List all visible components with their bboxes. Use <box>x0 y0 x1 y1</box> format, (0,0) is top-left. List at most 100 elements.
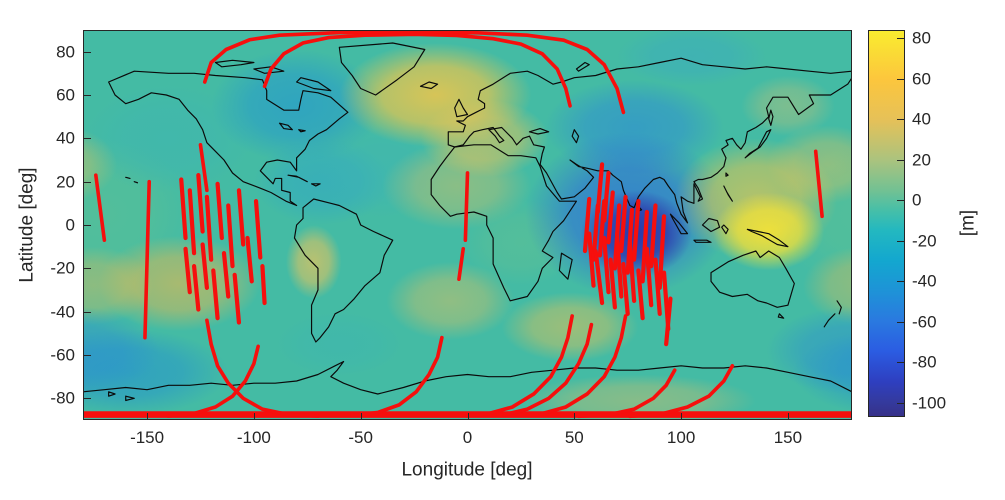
y-tick-mark <box>84 181 91 183</box>
x-tick-mark <box>787 413 789 420</box>
x-tick-label: -150 <box>130 428 165 447</box>
geoid-feature-ne-pacific-teal <box>83 84 254 193</box>
y-tick-mark <box>84 138 91 140</box>
ground-track-cluster-segment-indian-ocean <box>608 257 617 310</box>
y-tick-mark <box>84 95 91 96</box>
ground-track-cluster-segment-indian-ocean <box>587 231 596 288</box>
coastline-south-america <box>293 198 394 343</box>
x-tick-label: -50 <box>348 428 373 447</box>
y-tick-label: -60 <box>50 345 75 365</box>
coastline-iceland <box>419 81 439 90</box>
ground-track-segment <box>143 179 152 340</box>
ground-track-polar-arc <box>202 30 626 115</box>
x-tick-mark <box>360 413 362 420</box>
ground-track-turn-curve <box>502 322 594 417</box>
geoid-feature-arctic-siberia-low <box>617 30 767 87</box>
ground-track-segment <box>463 171 470 242</box>
ground-track-cluster-segment-east-pacific <box>253 199 263 260</box>
y-tick-label: -40 <box>50 302 75 322</box>
coastline-australia <box>710 250 795 319</box>
colorbar-tick-label: 0 <box>912 190 922 210</box>
coastline-eurasia <box>447 57 852 224</box>
geoid-heatmap-blobs <box>83 30 852 420</box>
coastline-new-guinea <box>746 228 789 248</box>
coastline-greenland <box>338 42 426 96</box>
colorbar-tick-mark <box>897 159 904 161</box>
colorbar-tick-mark <box>897 119 904 121</box>
coastline-caribbean <box>287 174 321 187</box>
ground-track-cluster-segment-east-pacific <box>200 242 209 290</box>
ground-track-cluster-segment-indian-ocean <box>653 257 662 316</box>
ground-track-segment <box>457 247 466 281</box>
coastline-japan <box>744 109 774 159</box>
y-tick-mark <box>84 268 91 270</box>
ground-track-cluster-segment-indian-ocean <box>644 246 654 308</box>
coastline-philippines <box>723 172 733 202</box>
ground-track-polar-arc <box>262 32 572 108</box>
ground-track-cluster-segment-indian-ocean <box>627 240 637 303</box>
ground-track-cluster-segment-east-pacific <box>245 235 254 284</box>
colorbar-tick-label: 60 <box>912 69 931 89</box>
colorbar-tick-mark <box>897 38 904 40</box>
coastline-hawaii <box>125 176 139 184</box>
y-tick-mark <box>84 225 91 226</box>
coastline-madagascar <box>558 252 573 280</box>
colorbar-tick-mark <box>897 78 904 80</box>
geoid-map-svg <box>83 30 852 420</box>
ground-tracks <box>83 30 852 419</box>
coastline-inland-seas <box>528 127 580 144</box>
ground-track-turn-curve <box>166 344 260 418</box>
coastline-indonesia <box>669 213 729 243</box>
y-tick-label: -20 <box>50 258 75 278</box>
ground-track-cluster-segment-east-pacific <box>221 251 231 299</box>
x-tick-mark <box>147 413 149 420</box>
y-tick-label: -80 <box>50 388 75 408</box>
colorbar-tick-label: -60 <box>912 312 937 332</box>
x-tick-label: 50 <box>564 428 584 447</box>
ground-track-cluster-segment-east-pacific <box>215 181 224 241</box>
colorbar-tick-mark <box>897 281 904 283</box>
ground-track-cluster-segment-indian-ocean <box>664 296 673 347</box>
geoid-feature-drake-teal <box>275 311 404 377</box>
geoid-feature-nw-pacific-high <box>83 129 118 200</box>
ground-track-cluster-segment-east-pacific <box>187 188 197 256</box>
y-tick-label: 0 <box>65 215 75 235</box>
ground-track-cluster-segment-east-pacific <box>204 194 214 262</box>
ground-track-turn-curve <box>628 364 735 419</box>
geoid-feature-new-guinea-high-core <box>713 192 825 271</box>
ground-track-cluster-segment-east-pacific <box>183 246 192 295</box>
ground-track-cluster-segment-indian-ocean <box>636 268 645 321</box>
ground-track-cluster-segment-indian-ocean <box>593 248 605 306</box>
y-tick-mark <box>84 398 91 400</box>
colorbar-tick-label: -80 <box>912 352 937 372</box>
ground-track-cluster-segment-indian-ocean <box>649 203 658 269</box>
geoid-feature-east-antarctica-high <box>520 374 756 420</box>
ground-track-cluster-segment-indian-ocean <box>602 170 611 223</box>
ground-track-turn-curve <box>538 314 628 416</box>
x-tick-mark <box>681 413 683 420</box>
coastline-north-america <box>108 70 349 207</box>
colorbar-tick-label: 20 <box>912 150 931 170</box>
ground-track-cluster-segment-east-pacific <box>211 268 220 321</box>
ground-track-cluster-segment-indian-ocean <box>640 209 650 284</box>
y-tick-mark <box>84 311 91 313</box>
ground-track-cluster-segment-east-pacific <box>260 264 267 306</box>
ground-track-cluster-segment-east-pacific <box>236 188 246 247</box>
colorbar-tick-label: -40 <box>912 271 937 291</box>
colorbar-tick-mark <box>897 321 904 323</box>
coastline-arctic-islands <box>214 59 332 92</box>
y-axis-label: Latitude [deg] <box>16 167 38 283</box>
x-tick-label: 100 <box>666 428 696 447</box>
coastlines <box>83 42 852 402</box>
ground-track-segment <box>813 149 824 219</box>
y-tick-label: 60 <box>56 85 75 105</box>
y-tick-mark <box>84 51 91 53</box>
geoid-feature-south-atlantic-high <box>386 261 515 340</box>
colorbar-tick-mark <box>897 402 904 404</box>
colorbar <box>868 30 905 417</box>
y-tick-label: 80 <box>56 42 75 62</box>
coastline-africa <box>430 144 578 302</box>
colorbar-tick-label: -100 <box>912 393 947 413</box>
ground-track-cluster-segment-indian-ocean <box>621 261 630 316</box>
